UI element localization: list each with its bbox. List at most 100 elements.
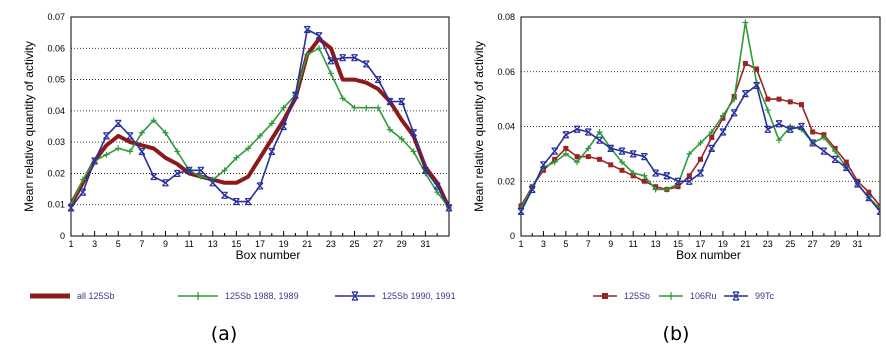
legend-marker bbox=[732, 291, 740, 301]
data-point bbox=[608, 162, 614, 168]
data-point bbox=[775, 120, 783, 128]
legend-marker bbox=[668, 292, 674, 300]
data-point bbox=[618, 147, 626, 155]
data-point bbox=[233, 154, 240, 161]
data-point bbox=[719, 128, 727, 136]
legend-label: all 125Sb bbox=[77, 291, 115, 301]
x-tick-label: 23 bbox=[326, 239, 336, 249]
x-tick-label: 23 bbox=[763, 239, 773, 249]
legend-marker bbox=[351, 291, 359, 301]
data-point bbox=[162, 129, 169, 136]
data-point bbox=[776, 96, 782, 102]
legend-item-1: all 125Sb bbox=[30, 291, 115, 301]
data-point bbox=[786, 125, 794, 133]
chart-b: 00.020.040.060.081 3 5 7 9 11 13 15 17 19 21 23 25 27… bbox=[472, 12, 881, 301]
data-point bbox=[351, 54, 358, 62]
legend-label: 125Sb bbox=[624, 291, 650, 301]
data-point bbox=[268, 147, 276, 156]
data-point bbox=[798, 102, 804, 108]
legend-item-3: 125Sb 1990, 1991 bbox=[335, 291, 456, 301]
data-point bbox=[362, 60, 370, 68]
data-point bbox=[292, 91, 299, 99]
y-tick-label: 0.06 bbox=[47, 43, 65, 53]
data-point bbox=[386, 97, 394, 106]
data-point bbox=[607, 144, 615, 152]
y-tick-label: 0.08 bbox=[497, 12, 515, 22]
data-point bbox=[434, 189, 441, 196]
x-tick-label: 13 bbox=[208, 239, 218, 249]
y-tick-label: 0.04 bbox=[497, 122, 515, 132]
data-point bbox=[315, 32, 323, 40]
legend-label: 99Tc bbox=[755, 291, 775, 301]
data-point bbox=[528, 185, 536, 194]
data-point bbox=[280, 104, 287, 111]
data-point bbox=[584, 128, 592, 136]
data-point bbox=[663, 186, 670, 193]
chart-a: 00.010.020.030.040.050.060.071 3 5 7 9 11 13 15… bbox=[22, 12, 456, 301]
data-point bbox=[843, 159, 849, 165]
x-tick-label: 9 bbox=[163, 239, 168, 249]
data-point bbox=[866, 189, 872, 195]
data-point bbox=[708, 128, 715, 135]
data-point bbox=[339, 95, 346, 102]
data-point bbox=[563, 145, 569, 151]
data-point bbox=[398, 97, 406, 106]
data-point bbox=[103, 132, 110, 140]
data-point bbox=[221, 191, 228, 199]
data-point bbox=[162, 179, 169, 187]
data-point bbox=[877, 203, 880, 209]
legend-item-2: 125Sb 1988, 1989 bbox=[178, 291, 299, 301]
legend-item-2: 106Ru bbox=[659, 291, 717, 301]
x-tick-label: 19 bbox=[279, 239, 289, 249]
data-point bbox=[410, 129, 417, 137]
data-point bbox=[91, 157, 99, 165]
data-point bbox=[244, 197, 252, 206]
legend-item-1: 125Sb bbox=[593, 291, 650, 301]
data-point bbox=[708, 144, 716, 152]
data-point bbox=[596, 136, 603, 144]
data-point bbox=[731, 96, 738, 103]
data-point bbox=[741, 90, 749, 98]
data-point bbox=[754, 66, 760, 72]
x-tick-label: 3 bbox=[541, 239, 546, 249]
data-point bbox=[629, 150, 637, 158]
data-point bbox=[730, 109, 738, 117]
panel-label-a: (a) bbox=[211, 323, 237, 345]
data-point bbox=[776, 137, 783, 144]
y-axis-label: Mean relative quantity of activity bbox=[22, 41, 36, 212]
data-point bbox=[150, 172, 158, 181]
data-point bbox=[79, 188, 87, 196]
data-point bbox=[798, 122, 805, 131]
data-point bbox=[753, 81, 761, 90]
data-point bbox=[719, 112, 726, 119]
data-point bbox=[339, 54, 347, 62]
data-point bbox=[540, 161, 547, 169]
data-point bbox=[327, 70, 334, 77]
data-point bbox=[245, 145, 252, 152]
data-point bbox=[351, 104, 358, 111]
data-point bbox=[551, 159, 558, 166]
data-point bbox=[138, 147, 146, 156]
x-tick-label: 27 bbox=[373, 239, 383, 249]
data-point bbox=[652, 169, 660, 177]
data-point bbox=[831, 155, 839, 163]
data-point bbox=[375, 104, 382, 111]
x-tick-label: 31 bbox=[853, 239, 863, 249]
series-group-a bbox=[67, 25, 453, 212]
data-point bbox=[597, 156, 603, 162]
data-point bbox=[619, 167, 625, 173]
data-point bbox=[138, 129, 145, 136]
data-point bbox=[327, 57, 335, 65]
x-tick-label: 9 bbox=[608, 239, 613, 249]
data-point bbox=[115, 145, 122, 152]
x-tick-label: 1 bbox=[518, 239, 523, 249]
data-point bbox=[150, 117, 157, 124]
data-point bbox=[209, 179, 217, 187]
data-point bbox=[674, 177, 682, 185]
data-point bbox=[197, 166, 205, 174]
data-point bbox=[114, 119, 122, 127]
data-point bbox=[854, 180, 861, 188]
y-tick-label: 0.01 bbox=[47, 200, 65, 210]
data-point bbox=[809, 139, 817, 147]
data-point bbox=[562, 150, 569, 157]
